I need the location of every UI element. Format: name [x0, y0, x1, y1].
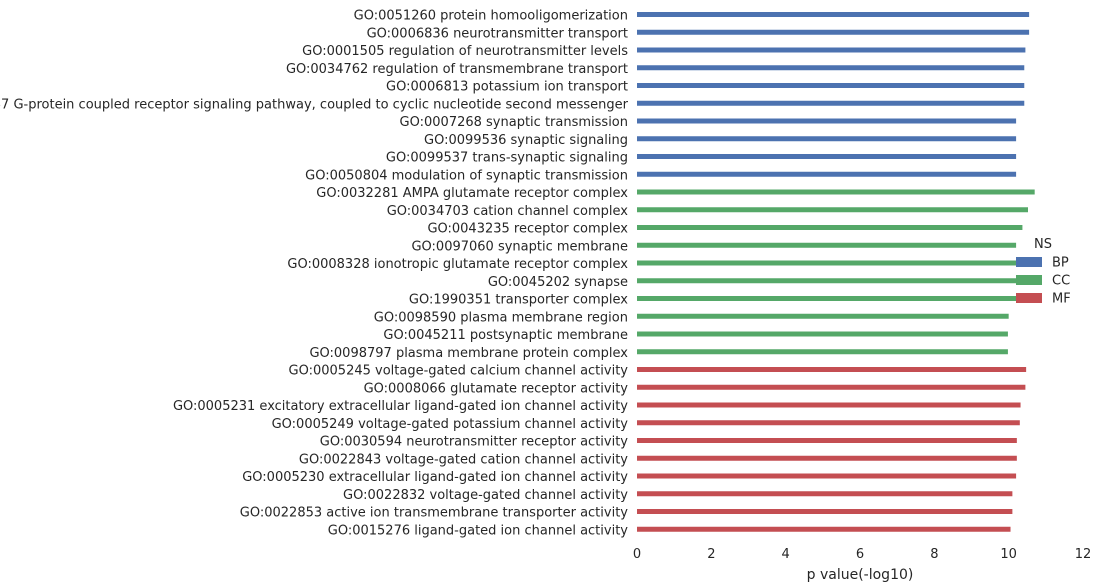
bar — [637, 118, 1017, 124]
bar — [637, 260, 1017, 266]
x-tick-label: 2 — [707, 547, 715, 562]
y-tick-label: GO:0015276 ligand-gated ion channel acti… — [328, 523, 629, 538]
y-tick-label: GO:0043235 receptor complex — [427, 222, 628, 237]
y-tick-label: GO:0001505 regulation of neurotransmitte… — [302, 44, 628, 59]
bar — [637, 65, 1025, 71]
y-tick-label: GO:0022843 voltage-gated cation channel … — [299, 452, 628, 467]
bar — [637, 420, 1020, 426]
legend-swatch-cc — [1016, 275, 1042, 285]
bar — [637, 367, 1027, 372]
y-tick-label: GO:0022853 active ion transmembrane tran… — [240, 506, 629, 521]
bar — [637, 402, 1021, 408]
bar — [637, 136, 1017, 142]
legend-label-mf: MF — [1052, 292, 1071, 307]
y-tick-label: GO:0006813 potassium ion transport — [386, 80, 628, 95]
x-tick-label: 6 — [856, 547, 864, 562]
y-tick-label: GO:1990351 transporter complex — [409, 293, 628, 308]
y-tick-label: GO:0032281 AMPA glutamate receptor compl… — [316, 186, 628, 201]
y-tick-label: GO:0099536 synaptic signaling — [424, 133, 628, 148]
y-tick-label: GO:0034703 cation channel complex — [387, 204, 629, 219]
y-tick-label: GO:0098590 plasma membrane region — [374, 310, 628, 325]
legend-label-cc: CC — [1052, 274, 1070, 289]
bar — [637, 189, 1035, 195]
y-tick-label: GO:0097060 synaptic membrane — [411, 239, 628, 254]
bar — [637, 455, 1017, 461]
bar — [637, 438, 1017, 443]
bar — [637, 278, 1017, 284]
x-axis-label: p value(-log10) — [807, 567, 914, 583]
y-tick-label: GO:0005230 extracellular ligand-gated io… — [242, 470, 628, 485]
y-tick-label: GO:0045211 postsynaptic membrane — [383, 328, 628, 343]
y-tick-label: GO:0051260 protein homooligomerization — [354, 9, 628, 24]
bar — [637, 207, 1028, 213]
y-tick-label: GO:0007187 G-protein coupled receptor si… — [0, 97, 629, 112]
bar — [637, 509, 1013, 514]
bar — [637, 47, 1026, 53]
bar — [637, 100, 1025, 106]
x-tick-label: 12 — [1075, 547, 1092, 562]
bar — [637, 331, 1008, 337]
bar — [637, 526, 1011, 532]
x-tick-label: 10 — [1000, 547, 1017, 562]
y-tick-label: GO:0005231 excitatory extracellular liga… — [173, 399, 628, 414]
x-tick-label: 8 — [930, 547, 938, 562]
bar — [637, 154, 1017, 159]
bar — [637, 29, 1030, 35]
bar — [637, 83, 1025, 88]
y-tick-label: GO:0050804 modulation of synaptic transm… — [305, 168, 628, 183]
bar — [637, 349, 1008, 355]
y-tick-label: GO:0045202 synapse — [488, 275, 628, 290]
x-tick-label: 4 — [782, 547, 790, 562]
x-tick-label: 0 — [633, 547, 641, 562]
bar — [637, 12, 1030, 17]
legend-label-bp: BP — [1052, 256, 1069, 271]
bar — [637, 313, 1009, 319]
bars-group — [637, 12, 1035, 532]
bar — [637, 225, 1023, 230]
y-tick-label: GO:0005245 voltage-gated calcium channel… — [289, 364, 629, 379]
y-tick-label: GO:0005249 voltage-gated potassium chann… — [272, 417, 629, 432]
y-tick-label: GO:0008066 glutamate receptor activity — [364, 381, 629, 396]
bar — [637, 171, 1017, 177]
y-tick-label: GO:0099537 trans-synaptic signaling — [386, 151, 628, 166]
legend-swatch-bp — [1016, 257, 1042, 267]
y-tick-label: GO:0007268 synaptic transmission — [400, 115, 628, 130]
bar — [637, 384, 1026, 390]
bar — [637, 296, 1017, 301]
y-tick-label: GO:0008328 ionotropic glutamate receptor… — [287, 257, 628, 272]
legend-title: NS — [1034, 237, 1052, 252]
y-tick-labels: GO:0051260 protein homooligomerization GO… — [0, 9, 629, 539]
bar — [637, 242, 1017, 248]
legend-swatch-mf — [1016, 293, 1042, 303]
y-tick-label: GO:0030594 neurotransmitter receptor act… — [320, 435, 629, 450]
y-tick-label: GO:0098797 plasma membrane protein compl… — [309, 346, 628, 361]
y-tick-label: GO:0022832 voltage-gated channel activit… — [343, 488, 628, 503]
x-tick-labels: 0 2 4 6 8 10 12 — [633, 547, 1091, 562]
y-tick-label: GO:0006836 neurotransmitter transport — [367, 26, 628, 41]
bar — [637, 491, 1013, 497]
y-tick-label: GO:0034762 regulation of transmembrane t… — [286, 62, 628, 77]
bar — [637, 473, 1017, 479]
